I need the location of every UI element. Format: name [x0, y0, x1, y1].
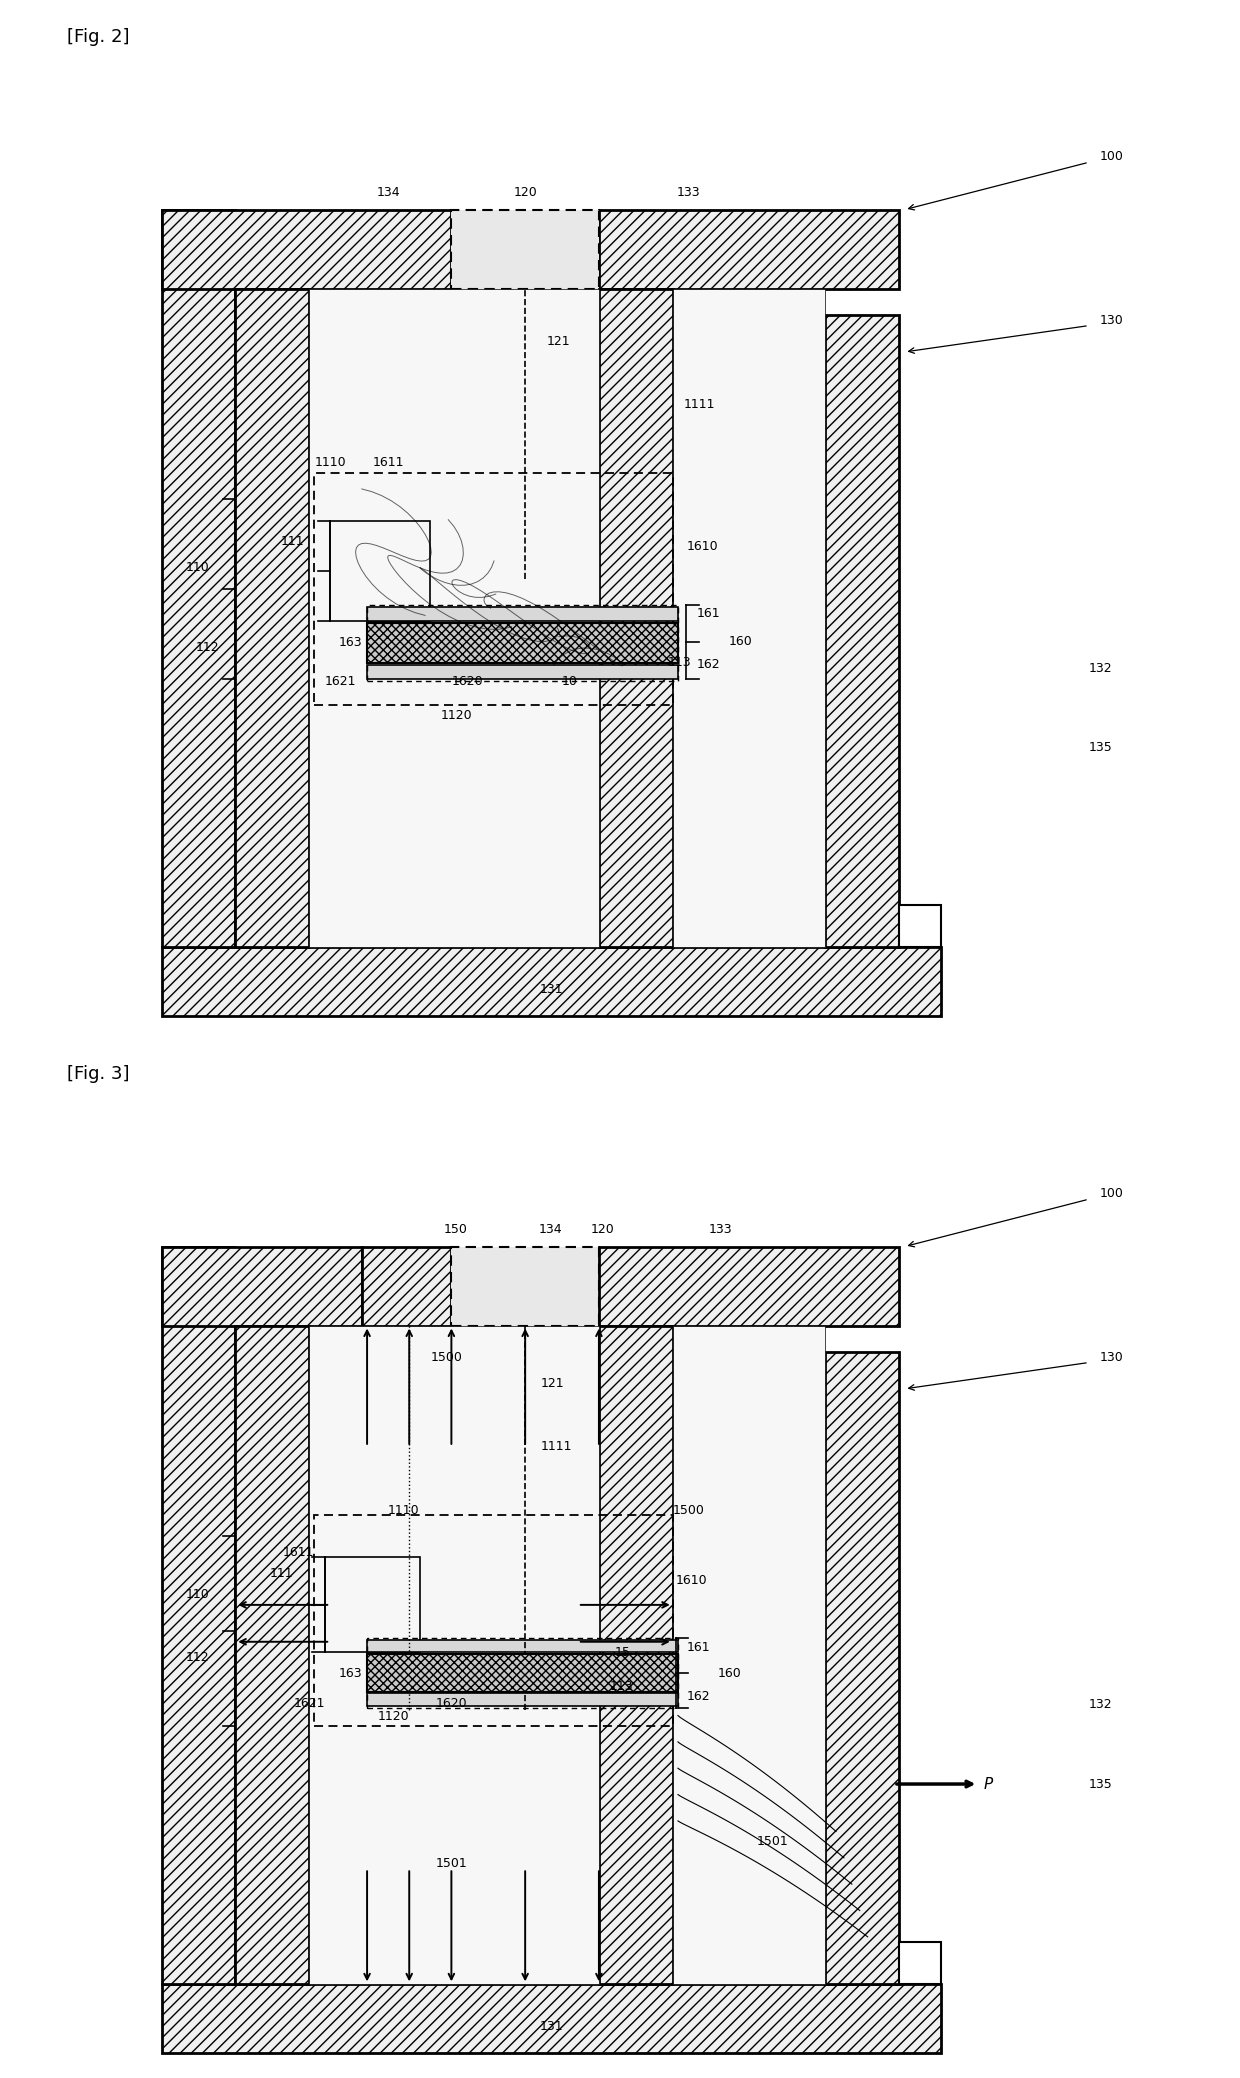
Text: 120: 120 — [590, 1224, 614, 1236]
Bar — [315, 1515, 672, 1727]
Bar — [161, 210, 451, 289]
Text: 100: 100 — [1100, 150, 1123, 164]
Text: 161: 161 — [697, 607, 720, 619]
Text: 150: 150 — [444, 1224, 467, 1236]
Text: 111: 111 — [280, 536, 304, 549]
Bar — [161, 210, 236, 948]
Bar — [599, 1326, 672, 1984]
Bar — [161, 1984, 941, 2053]
Text: 1501: 1501 — [435, 1856, 467, 1870]
Text: 160: 160 — [729, 636, 753, 648]
Text: 1110: 1110 — [388, 1504, 420, 1517]
Text: 121: 121 — [547, 335, 570, 347]
Bar — [161, 1247, 362, 1326]
Text: 131: 131 — [539, 983, 563, 995]
Text: 111: 111 — [269, 1567, 294, 1579]
Text: 135: 135 — [1089, 1777, 1112, 1791]
Text: 134: 134 — [538, 1224, 562, 1236]
Bar — [367, 623, 678, 663]
Text: 134: 134 — [377, 187, 401, 199]
Bar — [362, 1247, 451, 1326]
Bar — [367, 605, 678, 682]
Text: 1621: 1621 — [325, 675, 356, 688]
Bar — [236, 289, 309, 948]
Text: 15: 15 — [615, 1646, 631, 1658]
Text: 100: 100 — [1100, 1187, 1123, 1201]
Text: [Fig. 2]: [Fig. 2] — [67, 29, 129, 46]
Text: 1611: 1611 — [283, 1546, 315, 1558]
Bar — [599, 289, 672, 948]
Bar — [599, 210, 899, 289]
Bar — [367, 1694, 678, 1706]
Bar — [367, 1640, 678, 1652]
Text: 1620: 1620 — [435, 1696, 467, 1710]
Text: 1621: 1621 — [294, 1696, 325, 1710]
Bar — [599, 1247, 899, 1326]
Bar — [309, 289, 599, 948]
Bar — [367, 1654, 678, 1691]
Bar — [451, 1247, 599, 1326]
Bar — [325, 1556, 420, 1652]
Text: 130: 130 — [1100, 314, 1123, 326]
Text: 130: 130 — [1100, 1351, 1123, 1363]
Text: 163: 163 — [339, 636, 362, 648]
Text: 121: 121 — [541, 1378, 564, 1390]
Bar — [826, 316, 899, 948]
Text: 1611: 1611 — [372, 455, 404, 470]
Text: 162: 162 — [697, 659, 720, 671]
Text: 1610: 1610 — [687, 540, 718, 553]
Text: 113: 113 — [610, 1679, 634, 1691]
Text: 110: 110 — [185, 561, 210, 574]
Text: 1620: 1620 — [451, 675, 484, 688]
Text: 120: 120 — [513, 187, 537, 199]
Text: 1610: 1610 — [676, 1575, 708, 1588]
Bar — [672, 289, 826, 948]
Text: 1111: 1111 — [541, 1440, 573, 1453]
Text: 10: 10 — [562, 675, 578, 688]
Text: 135: 135 — [1089, 740, 1112, 754]
Bar — [899, 906, 941, 948]
Bar — [672, 1326, 826, 1984]
Text: 1500: 1500 — [430, 1351, 463, 1363]
Text: 1110: 1110 — [315, 455, 346, 470]
Bar — [315, 474, 672, 704]
Bar — [367, 1637, 678, 1708]
Text: 162: 162 — [687, 1689, 711, 1704]
Text: P: P — [983, 1777, 993, 1791]
Text: 110: 110 — [185, 1588, 210, 1600]
Text: 1500: 1500 — [672, 1504, 704, 1517]
Text: 1120: 1120 — [378, 1710, 409, 1723]
Bar — [309, 1326, 599, 1984]
Bar — [367, 665, 678, 680]
Bar — [899, 1943, 941, 1984]
Text: 1111: 1111 — [683, 399, 714, 411]
Text: 112: 112 — [186, 1652, 210, 1664]
Text: 133: 133 — [677, 187, 701, 199]
Bar — [236, 1326, 309, 1984]
Text: 1501: 1501 — [756, 1835, 789, 1849]
Text: 160: 160 — [718, 1667, 742, 1679]
Bar — [161, 948, 941, 1016]
Text: [Fig. 3]: [Fig. 3] — [67, 1066, 129, 1083]
Text: 131: 131 — [539, 2020, 563, 2032]
Text: 163: 163 — [339, 1667, 362, 1679]
Bar — [161, 1247, 236, 1984]
Text: 112: 112 — [196, 640, 219, 652]
Text: 161: 161 — [687, 1640, 711, 1654]
Bar — [367, 607, 678, 621]
Bar — [826, 1353, 899, 1984]
Bar — [330, 522, 430, 621]
Text: 113: 113 — [667, 657, 691, 669]
Text: 1120: 1120 — [441, 709, 472, 721]
Bar — [451, 210, 599, 289]
Text: 132: 132 — [1089, 1698, 1112, 1712]
Text: 133: 133 — [708, 1224, 732, 1236]
Text: 132: 132 — [1089, 661, 1112, 675]
